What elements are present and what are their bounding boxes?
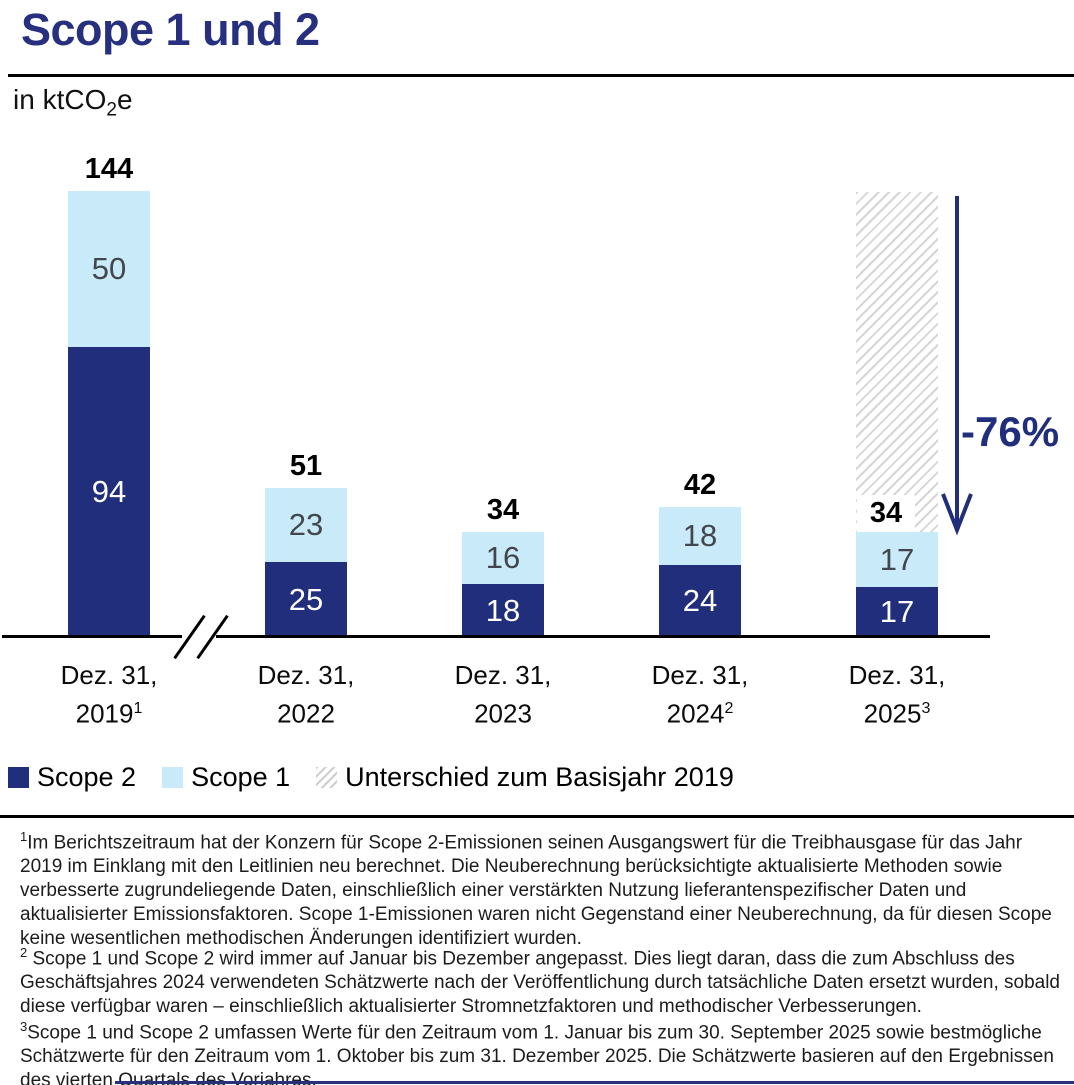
footnote-2: 2 Scope 1 und Scope 2 wird immer auf Jan…: [20, 941, 1065, 1019]
difference-hatch-swatch-icon: [316, 767, 338, 788]
unit-suffix: e: [116, 84, 133, 115]
bar-2025-scope1-segment: 17: [856, 532, 938, 587]
page-title: Scope 1 und 2: [21, 4, 320, 55]
axis-label-2019-year: 2019: [75, 698, 134, 729]
bar-2025-total-label: 34: [857, 495, 915, 532]
legend-item-difference: Unterschied zum Basisjahr 2019: [316, 762, 734, 793]
bar-2024-scope2-segment: 24: [659, 565, 741, 637]
bar-2025-scope2-segment: 17: [856, 587, 938, 637]
bar-2024-total-label: 42: [683, 469, 717, 501]
legend-label-scope1: Scope 1: [191, 762, 291, 792]
chart-legend: Scope 2 Scope 1 Unterschied zum Basisjah…: [8, 762, 760, 793]
bar-2019-scope2-segment: 94: [68, 347, 150, 637]
page-bottom-rule: [115, 1081, 1074, 1084]
bar-2019-total-label: 144: [84, 153, 134, 185]
axis-break-gap: [182, 633, 216, 640]
axis-label-2025-year: 2025: [863, 698, 922, 729]
axis-label-2025-footnote-ref: 3: [921, 700, 931, 717]
axis-label-2024-year: 2024: [666, 698, 725, 729]
x-axis-line: [2, 635, 990, 638]
delta-percentage-label: -76%: [961, 408, 1060, 455]
axis-label-2022-line1: Dez. 31,: [257, 660, 355, 690]
bar-2022-scope2-segment: 25: [265, 562, 347, 637]
bar-2019-scope1-segment: 50: [68, 191, 150, 347]
axis-label-2019-line1: Dez. 31,: [60, 660, 158, 690]
axis-label-2019: Dez. 31, 20191: [24, 658, 194, 731]
axis-label-2023-year: 2023: [474, 698, 532, 729]
footnote-3: 3Scope 1 und Scope 2 umfassen Werte für …: [20, 1015, 1065, 1085]
legend-label-difference: Unterschied zum Basisjahr 2019: [345, 762, 734, 792]
bar-2023-scope2-segment: 18: [462, 584, 544, 637]
unit-label: in ktCO2e: [13, 84, 133, 122]
axis-label-2024: Dez. 31, 20242: [615, 658, 785, 731]
footnote-2-marker: 2: [20, 945, 28, 960]
bar-2023-total-label: 34: [486, 494, 520, 526]
bar-2022-scope1-segment: 23: [265, 488, 347, 562]
unit-subscript: 2: [106, 99, 117, 121]
scope2-swatch-icon: [8, 767, 29, 788]
axis-label-2023-line1: Dez. 31,: [454, 660, 552, 690]
axis-label-2022-year: 2022: [277, 698, 335, 729]
bar-2024-scope1-segment: 18: [659, 507, 741, 565]
footnote-1-marker: 1: [20, 829, 28, 844]
decrease-arrow-icon: [941, 196, 973, 536]
footnote-1: 1Im Berichtszeitraum hat der Konzern für…: [20, 825, 1065, 951]
legend-item-scope1: Scope 1: [162, 762, 290, 793]
bar-2022-total-label: 51: [289, 450, 323, 482]
legend-item-scope2: Scope 2: [8, 762, 136, 793]
axis-label-2019-footnote-ref: 1: [133, 700, 143, 717]
footnotes-divider: [0, 815, 1074, 818]
axis-label-2022: Dez. 31, 2022: [221, 658, 391, 731]
axis-label-2023: Dez. 31, 2023: [418, 658, 588, 731]
axis-label-2025: Dez. 31, 20253: [812, 658, 982, 731]
axis-label-2024-footnote-ref: 2: [724, 700, 734, 717]
title-divider: [8, 74, 1074, 77]
unit-prefix: in ktCO: [13, 84, 107, 115]
legend-label-scope2: Scope 2: [37, 762, 137, 792]
footnote-1-text: Im Berichtszeitraum hat der Konzern für …: [20, 832, 1052, 950]
footnote-3-marker: 3: [20, 1019, 28, 1034]
axis-label-2024-line1: Dez. 31,: [651, 660, 749, 690]
difference-to-baseyear-hatched-area: [856, 192, 938, 532]
footnote-2-text: Scope 1 und Scope 2 wird immer auf Janua…: [20, 948, 1060, 1018]
scope1-swatch-icon: [162, 767, 184, 788]
axis-label-2025-line1: Dez. 31,: [848, 660, 946, 690]
bar-2023-scope1-segment: 16: [462, 532, 544, 584]
footnote-3-text: Scope 1 und Scope 2 umfassen Werte für d…: [20, 1022, 1054, 1085]
